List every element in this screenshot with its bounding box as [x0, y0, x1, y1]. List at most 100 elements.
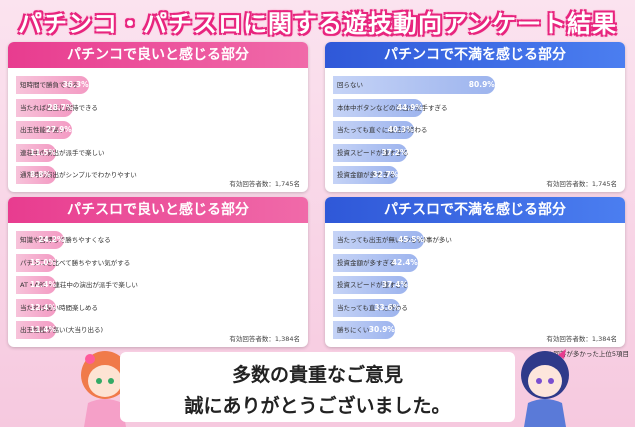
bar	[333, 166, 399, 184]
bar-row: 投資スピードが速すぎる 37.4%	[333, 276, 617, 294]
bar-list: 知識や目押しで勝ちやすくなる 24.2% パチンコと比べて勝ちやすい気がする 15.0…	[16, 231, 300, 344]
bar-value: 11.5%	[30, 147, 57, 157]
chart-panel-pachislot-bad: パチスロで不満を感じる部分 当たっても出玉が無い(少ない)事が多い 45.5% 投資…	[325, 197, 625, 347]
bar-label: 当たれば出玉に期待できる	[20, 103, 98, 112]
bar	[16, 298, 56, 317]
panel-title: パチンコで不満を感じる部分	[325, 42, 625, 68]
bar	[333, 121, 414, 139]
bar-list: 回らない 80.9% 本体中ボタンなどの演出が派手すぎる 44.9% 当たっても直ぐに連…	[333, 76, 617, 189]
respondent-count: 有効回答者数：1,384名	[546, 335, 617, 343]
bar-label: パチンコと比べて勝ちやすい気がする	[20, 258, 131, 267]
chart-panel-pachinko-good: パチンコで良いと感じる部分 短時間で勝負できる 36.3% 当たれば出玉に期待できる…	[8, 42, 308, 192]
bar-value: 27.9%	[45, 125, 72, 134]
bar	[333, 253, 418, 272]
bar-value: 15.0%	[30, 257, 57, 267]
bar-row: 連荘中の演出が派手で楽しい 11.5%	[16, 143, 300, 162]
bar-value: 37.2%	[381, 147, 408, 157]
character-left-illustration	[81, 351, 129, 427]
bar-label: 通常時の演出がシンプルでわかりやすい	[20, 171, 137, 179]
bar	[333, 276, 408, 294]
bar-label: 投資金額が多すぎる	[337, 258, 396, 267]
bar-label: 当たれば長い時間楽しめる	[20, 303, 98, 312]
bar-value: 80.9%	[468, 80, 495, 89]
bar	[16, 253, 56, 272]
bar	[16, 166, 56, 184]
bar-label: 回らない	[337, 81, 363, 89]
bar-value: 45.5%	[398, 235, 425, 244]
bar-label: 本体中ボタンなどの演出が派手すぎる	[337, 103, 448, 112]
bar	[333, 143, 408, 162]
bar-row: 当たっても直ぐに連荘が終わる 40.3%	[333, 121, 617, 139]
bar-value: 28.7%	[47, 102, 74, 112]
bar-value: 44.9%	[396, 102, 423, 112]
bar-row: 知識や目押しで勝ちやすくなる 24.2%	[16, 231, 300, 249]
footnote: ※回答が多かった上位5項目	[547, 350, 629, 358]
bar	[333, 76, 495, 94]
bar-row: 出玉性能が高い 27.9%	[16, 121, 300, 139]
bar-row: 本体中ボタンなどの演出が派手すぎる 44.9%	[333, 98, 617, 117]
bar-label: 当たっても直ぐに連荘が終わる	[337, 126, 428, 134]
bar-row: 当たれば出玉に期待できる 28.7%	[16, 98, 300, 117]
chart-panel-pachislot-good: パチスロで良いと感じる部分 知識や目押しで勝ちやすくなる 24.2% パチンコと比べ…	[8, 197, 308, 347]
bar-row: パチンコと比べて勝ちやすい気がする 15.0%	[16, 253, 300, 272]
character-right-illustration	[521, 349, 569, 427]
bar-label: 出玉性能が高い	[20, 126, 66, 134]
bar	[16, 76, 89, 94]
bar-value: 11.4%	[30, 325, 57, 334]
page-title: パチンコ・パチスロに関する遊技動向アンケート結果	[17, 10, 618, 38]
bar	[333, 231, 424, 249]
bar-row: 当たれば長い時間楽しめる 12.4%	[16, 298, 300, 317]
respondent-count: 有効回答者数：1,745名	[229, 180, 300, 188]
bar-label: 投資スピードが速すぎる	[337, 148, 409, 157]
bar	[16, 321, 56, 339]
thank-you-message: 多数の貴重なご意見 誠にありがとうございました。	[120, 352, 515, 422]
bar-label: 知識や目押しで勝ちやすくなる	[20, 236, 111, 244]
bar-row: 投資金額が多すぎる 42.4%	[333, 253, 617, 272]
bar-list: 当たっても出玉が無い(少ない)事が多い 45.5% 投資金額が多すぎる 42.4% 投資…	[333, 231, 617, 344]
bar-value: 24.2%	[38, 235, 65, 244]
message-line-1: 多数の貴重なご意見	[231, 364, 403, 386]
panel-title: パチンコで良いと感じる部分	[8, 42, 308, 68]
respondent-count: 有効回答者数：1,384名	[229, 335, 300, 343]
bar-value: 36.3%	[62, 80, 89, 89]
bar	[333, 321, 395, 339]
bar-value: 32.7%	[372, 170, 399, 179]
bar-row: 勝ちにくい 30.9%	[333, 321, 617, 339]
bar	[16, 121, 72, 139]
respondent-count: 有効回答者数：1,745名	[546, 180, 617, 188]
bar-row: 当たっても出玉が無い(少ない)事が多い 45.5%	[333, 231, 617, 249]
bar	[16, 143, 56, 162]
bar-value: 40.3%	[387, 125, 414, 134]
chart-panel-pachinko-bad: パチンコで不満を感じる部分 回らない 80.9% 本体中ボタンなどの演出が派手すぎる…	[325, 42, 625, 192]
bar-label: 勝ちにくい	[337, 326, 370, 334]
bar-row: 出玉性能が高い(大当り出る) 11.4%	[16, 321, 300, 339]
bar	[16, 98, 74, 117]
bar-row: 短時間で勝負できる 36.3%	[16, 76, 300, 94]
bar-label: 出玉性能が高い(大当り出る)	[20, 326, 104, 334]
bar	[333, 298, 401, 317]
bar	[16, 231, 65, 249]
bar-row: 投資金額が多すぎる 32.7%	[333, 166, 617, 184]
bar-row: 通常時の演出がシンプルでわかりやすい 8.8%	[16, 166, 300, 184]
bar-list: 短時間で勝負できる 36.3% 当たれば出玉に期待できる 28.7% 出玉性能が高い 27…	[16, 76, 300, 189]
bar-value: 37.4%	[381, 280, 408, 289]
bar-value: 12.4%	[30, 302, 57, 312]
bar-value: 33.6%	[374, 302, 401, 312]
bar-value: 42.4%	[391, 257, 418, 267]
bar-value: 8.8%	[30, 170, 51, 179]
message-line-2: 誠にありがとうございました。	[184, 395, 451, 417]
bar-row: 当たっても直ぐに終わる 33.6%	[333, 298, 617, 317]
bar-row: AT・ART・連荘中の演出が派手で楽しい 12.4%	[16, 276, 300, 294]
bar	[16, 276, 56, 294]
bar-label: 当たっても出玉が無い(少ない)事が多い	[337, 236, 452, 244]
bar-label: AT・ART・連荘中の演出が派手で楽しい	[20, 281, 138, 289]
bar-label: 連荘中の演出が派手で楽しい	[20, 148, 105, 157]
bar-label: 投資金額が多すぎる	[337, 171, 396, 179]
bar-value: 12.4%	[30, 280, 57, 289]
panel-title: パチスロで良いと感じる部分	[8, 197, 308, 223]
bar-label: 当たっても直ぐに終わる	[337, 303, 408, 312]
bar-row: 投資スピードが速すぎる 37.2%	[333, 143, 617, 162]
bar-label: 投資スピードが速すぎる	[337, 281, 409, 289]
bar-value: 30.9%	[368, 325, 395, 334]
panel-title: パチスロで不満を感じる部分	[325, 197, 625, 223]
